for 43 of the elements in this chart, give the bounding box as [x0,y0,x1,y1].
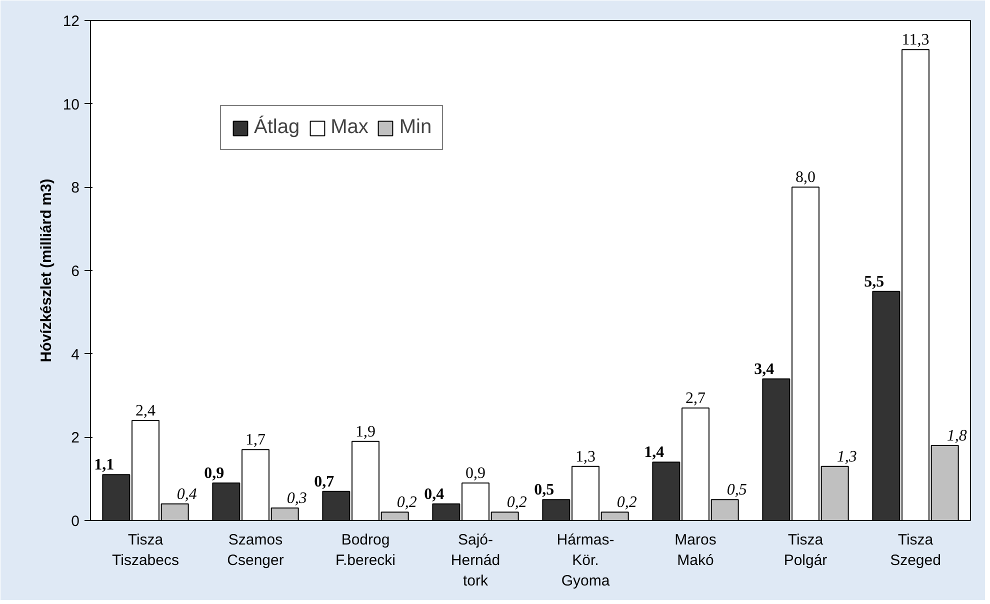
data-label: 1,9 [356,423,376,440]
data-label: 0,2 [396,494,417,512]
data-label: 0,3 [286,490,307,507]
y-tick-label: 8 [71,180,80,197]
data-label: 1,4 [644,444,664,462]
data-label: 5,5 [864,273,884,290]
x-tick-label: Szamos Csenger [227,532,284,569]
x-tick-label: Tisza Szeged [890,532,941,569]
x-tick-label: Tisza Tiszabecs [112,532,179,569]
data-label: 0,5 [534,482,554,499]
y-tick-label: 10 [62,96,80,114]
data-label: 11,3 [902,32,930,49]
data-label: 0,7 [314,473,334,490]
data-label: 1,3 [576,448,596,466]
data-label: 1,8 [946,428,967,444]
legend-label: Átlag [254,116,300,139]
data-label: 1,7 [246,432,266,449]
data-label: 0,4 [176,486,197,503]
data-label: 0,4 [424,486,444,503]
legend-label: Min [399,116,432,139]
x-tick-label: Tisza Polgár [784,532,828,569]
x-tick-label: Hármas- Kör. Gyoma [556,532,614,590]
legend-label: Max [330,116,368,139]
x-tick-label: Sajó- Hernád tork [450,532,500,590]
data-label: 8,0 [796,169,816,186]
y-tick-label: 12 [62,13,80,30]
data-label: 1,1 [94,456,114,474]
y-tick-label: 2 [71,430,80,447]
x-tick-label: Maros Makó [674,532,716,569]
data-label: 3,4 [754,360,774,378]
data-label: 2,7 [686,390,706,407]
data-label: 0,2 [506,494,527,512]
data-label: 0,9 [466,465,486,482]
data-label: 0,9 [204,465,224,482]
y-tick-label: 4 [71,346,80,364]
y-tick-label: 6 [71,263,80,280]
y-tick-label: 0 [71,513,80,530]
data-label: 0,5 [726,482,747,499]
x-tick-label: Bodrog F.berecki [335,532,396,569]
y-axis-title: Hóvízkészlet (milliárd m3) [38,178,55,362]
data-label: 0,2 [616,494,637,512]
data-label: 2,4 [136,402,156,420]
data-label: 1,3 [836,448,857,466]
